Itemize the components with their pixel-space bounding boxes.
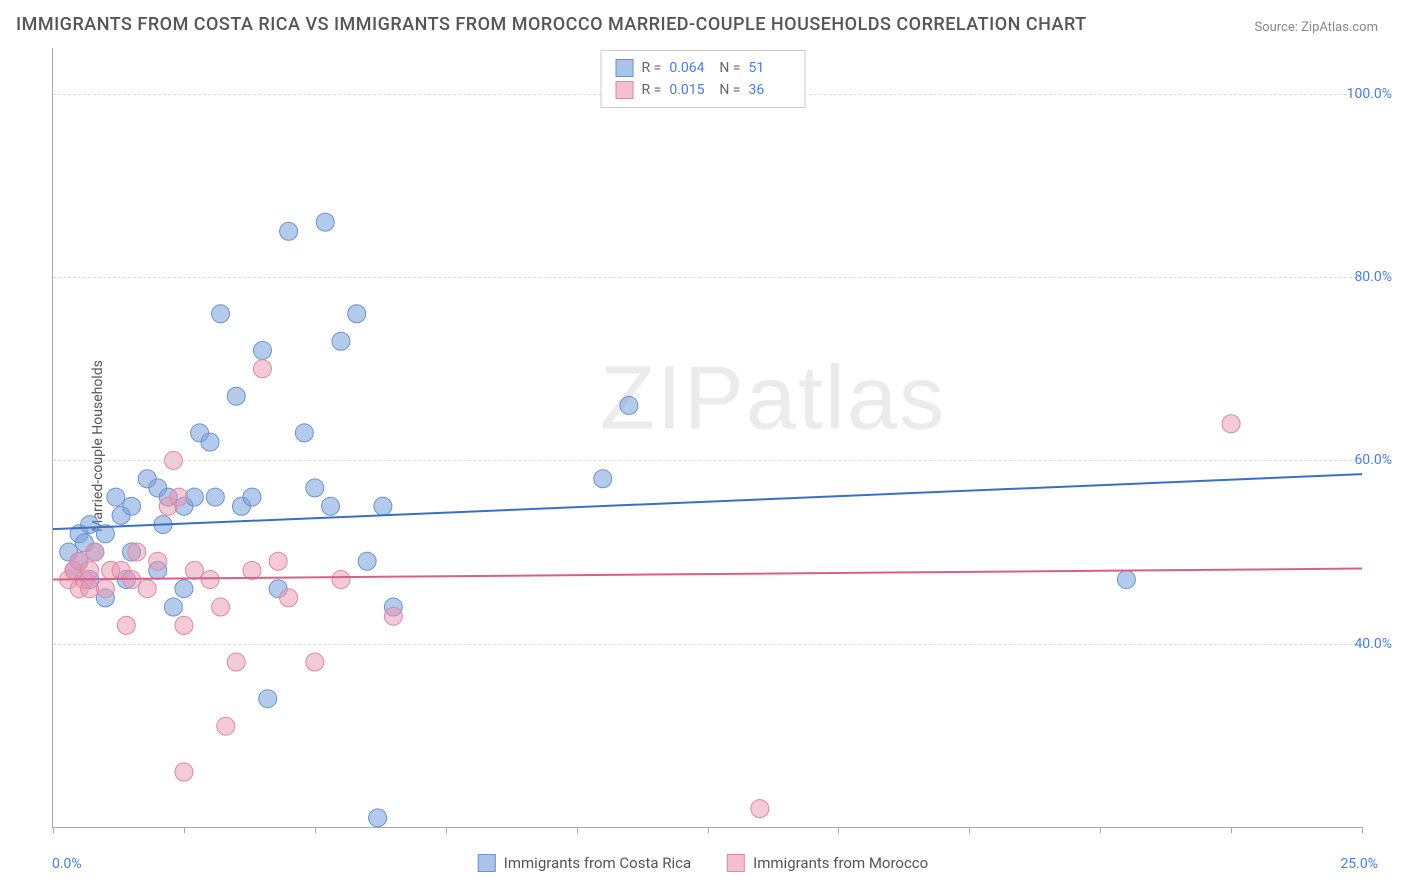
x-tick — [1362, 827, 1363, 833]
data-point — [332, 571, 350, 589]
legend-label-1: Immigrants from Morocco — [753, 854, 928, 872]
data-point — [280, 589, 298, 607]
data-point — [594, 470, 612, 488]
data-point — [253, 341, 271, 359]
r-label: R = — [642, 82, 662, 98]
gridline — [53, 277, 1362, 278]
data-point — [259, 690, 277, 708]
data-point — [243, 488, 261, 506]
swatch-bottom-1 — [727, 854, 745, 872]
data-point — [107, 488, 125, 506]
data-point — [81, 561, 99, 579]
data-point — [201, 571, 219, 589]
n-value-0: 51 — [748, 60, 790, 76]
data-point — [1222, 415, 1240, 433]
x-tick — [708, 827, 709, 833]
data-point — [374, 497, 392, 515]
source-label: Source: ZipAtlas.com — [1254, 20, 1378, 35]
data-point — [280, 222, 298, 240]
data-point — [123, 497, 141, 515]
x-tick — [838, 827, 839, 833]
data-point — [175, 763, 193, 781]
legend-label-0: Immigrants from Costa Rica — [504, 854, 691, 872]
data-point — [81, 516, 99, 534]
data-point — [201, 433, 219, 451]
x-tick — [577, 827, 578, 833]
data-point — [253, 360, 271, 378]
data-point — [175, 580, 193, 598]
data-point — [138, 580, 156, 598]
y-tick-label: 80.0% — [1354, 269, 1392, 285]
r-value-0: 0.064 — [669, 60, 711, 76]
data-point — [751, 800, 769, 818]
data-point — [96, 580, 114, 598]
y-tick-label: 100.0% — [1347, 86, 1392, 102]
data-point — [369, 809, 387, 827]
r-value-1: 0.015 — [669, 82, 711, 98]
stats-legend: R = 0.064 N = 51 R = 0.015 N = 36 — [601, 50, 806, 108]
stats-row-0: R = 0.064 N = 51 — [616, 57, 791, 79]
n-label: N = — [719, 82, 740, 98]
data-point — [306, 653, 324, 671]
data-point — [227, 387, 245, 405]
data-point — [620, 396, 638, 414]
gridline — [53, 644, 1362, 645]
n-value-1: 36 — [748, 82, 790, 98]
swatch-series-1 — [616, 81, 634, 99]
plot-svg — [53, 48, 1362, 827]
x-tick — [184, 827, 185, 833]
r-label: R = — [642, 60, 662, 76]
data-point — [149, 552, 167, 570]
data-point — [227, 653, 245, 671]
plot-area: ZIPatlas — [52, 48, 1362, 828]
data-point — [348, 305, 366, 323]
y-tick-label: 40.0% — [1354, 636, 1392, 652]
data-point — [358, 552, 376, 570]
stats-row-1: R = 0.015 N = 36 — [616, 79, 791, 101]
data-point — [243, 561, 261, 579]
data-point — [269, 552, 287, 570]
data-point — [206, 488, 224, 506]
data-point — [1117, 571, 1135, 589]
data-point — [86, 543, 104, 561]
gridline — [53, 460, 1362, 461]
data-point — [316, 213, 334, 231]
data-point — [212, 305, 230, 323]
data-point — [306, 479, 324, 497]
data-point — [295, 424, 313, 442]
chart-title: IMMIGRANTS FROM COSTA RICA VS IMMIGRANTS… — [16, 14, 1087, 35]
x-tick — [315, 827, 316, 833]
data-point — [332, 332, 350, 350]
swatch-bottom-0 — [478, 854, 496, 872]
y-tick-label: 60.0% — [1354, 452, 1392, 468]
x-min-label: 0.0% — [52, 856, 82, 872]
legend-item-0: Immigrants from Costa Rica — [478, 854, 691, 872]
legend-item-1: Immigrants from Morocco — [727, 854, 928, 872]
x-tick — [446, 827, 447, 833]
data-point — [170, 488, 188, 506]
swatch-series-0 — [616, 59, 634, 77]
data-point — [384, 607, 402, 625]
x-max-label: 25.0% — [1340, 856, 1378, 872]
data-point — [217, 717, 235, 735]
data-point — [212, 598, 230, 616]
data-point — [175, 616, 193, 634]
x-tick — [53, 827, 54, 833]
x-tick — [969, 827, 970, 833]
series-legend: Immigrants from Costa Rica Immigrants fr… — [478, 854, 928, 872]
data-point — [164, 598, 182, 616]
data-point — [128, 543, 146, 561]
x-tick — [1231, 827, 1232, 833]
data-point — [322, 497, 340, 515]
data-point — [185, 561, 203, 579]
data-point — [117, 616, 135, 634]
n-label: N = — [719, 60, 740, 76]
x-tick — [1100, 827, 1101, 833]
